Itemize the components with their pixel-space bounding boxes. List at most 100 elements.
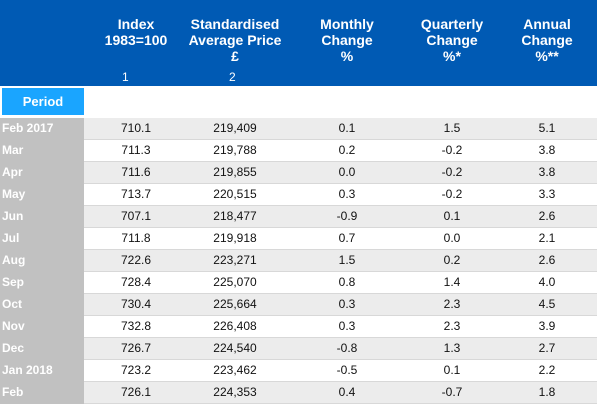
row-band (84, 338, 597, 360)
cell-annual-change: 2.7 (538, 341, 556, 355)
cell-index: 726.1 (120, 385, 152, 399)
header-quarterly-line1: Quarterly (420, 16, 484, 32)
cell-annual-change: 5.1 (538, 121, 556, 135)
cell-index: 722.6 (120, 253, 152, 267)
cell-price: 219,918 (213, 231, 257, 245)
cell-price: 225,664 (213, 297, 257, 311)
cell-annual-change: 2.6 (538, 209, 556, 223)
cell-period: May (0, 184, 84, 206)
cell-quarterly-change: 0.2 (443, 253, 461, 267)
cell-annual-change: 2.2 (538, 363, 556, 377)
table-row: Nov 732.8 226,408 0.3 2.3 3.9 (0, 316, 597, 338)
header-annual-line3: %** (535, 48, 559, 64)
cell-annual-change: 3.9 (538, 319, 556, 333)
cell-index: 713.7 (120, 187, 152, 201)
cell-index: 707.1 (120, 209, 152, 223)
row-band (84, 140, 597, 162)
table-body: Feb 2017 710.1 219,409 0.1 1.5 5.1 Mar 711.3 219… (0, 118, 597, 404)
header-annual-line1: Annual (523, 16, 571, 32)
cell-monthly-change: 0.3 (338, 187, 356, 201)
cell-price: 223,462 (213, 363, 257, 377)
cell-quarterly-change: 1.5 (443, 121, 461, 135)
cell-quarterly-change: -0.2 (441, 187, 463, 201)
header-monthly-line3: % (340, 48, 354, 64)
cell-monthly-change: 0.4 (338, 385, 356, 399)
cell-monthly-change: -0.5 (336, 363, 358, 377)
table-row: Feb 2017 710.1 219,409 0.1 1.5 5.1 (0, 118, 597, 140)
row-band (84, 118, 597, 140)
cell-monthly-change: -0.9 (336, 209, 358, 223)
cell-period: Feb (0, 382, 84, 404)
table-row: Feb 726.1 224,353 0.4 -0.7 1.8 (0, 382, 597, 404)
cell-quarterly-change: 0.0 (443, 231, 461, 245)
cell-annual-change: 4.5 (538, 297, 556, 311)
cell-annual-change: 2.1 (538, 231, 556, 245)
header-price-number: 2 (229, 70, 236, 84)
cell-price: 219,409 (213, 121, 257, 135)
header-price-line1: Standardised (190, 16, 280, 32)
cell-quarterly-change: 1.3 (443, 341, 461, 355)
cell-period: Jan 2018 (0, 360, 84, 382)
cell-period: Dec (0, 338, 84, 360)
cell-price: 218,477 (213, 209, 257, 223)
header-quarterly-line2: Change (426, 32, 478, 48)
header-index: Index 1983=100 1 (100, 16, 172, 84)
cell-price: 224,353 (213, 385, 257, 399)
cell-quarterly-change: 1.4 (443, 275, 461, 289)
table-row: Jan 2018 723.2 223,462 -0.5 0.1 2.2 (0, 360, 597, 382)
header-monthly-line2: Change (321, 32, 373, 48)
table-row: Jul 711.8 219,918 0.7 0.0 2.1 (0, 228, 597, 250)
cell-quarterly-change: 0.1 (443, 209, 461, 223)
cell-quarterly-change: -0.7 (441, 385, 463, 399)
row-band (84, 184, 597, 206)
table-row: Dec 726.7 224,540 -0.8 1.3 2.7 (0, 338, 597, 360)
cell-price: 219,788 (213, 143, 257, 157)
cell-period: Mar (0, 140, 84, 162)
cell-price: 225,070 (213, 275, 257, 289)
row-band (84, 162, 597, 184)
row-band (84, 206, 597, 228)
cell-period: Apr (0, 162, 84, 184)
cell-monthly-change: 1.5 (338, 253, 356, 267)
cell-price: 226,408 (213, 319, 257, 333)
cell-annual-change: 2.6 (538, 253, 556, 267)
cell-price: 224,540 (213, 341, 257, 355)
cell-index: 711.3 (121, 143, 151, 157)
table-row: May 713.7 220,515 0.3 -0.2 3.3 (0, 184, 597, 206)
header-quarterly-line3: %* (443, 48, 461, 64)
cell-period: Oct (0, 294, 84, 316)
row-band (84, 294, 597, 316)
cell-index: 711.8 (121, 231, 151, 245)
cell-period: Aug (0, 250, 84, 272)
cell-monthly-change: 0.3 (338, 319, 356, 333)
table-row: Apr 711.6 219,855 0.0 -0.2 3.8 (0, 162, 597, 184)
header-monthly: Monthly Change % (303, 16, 391, 64)
cell-index: 711.6 (121, 165, 151, 179)
cell-annual-change: 1.8 (538, 385, 556, 399)
table-row: Sep 728.4 225,070 0.8 1.4 4.0 (0, 272, 597, 294)
cell-index: 728.4 (120, 275, 152, 289)
cell-annual-change: 3.8 (538, 143, 556, 157)
cell-monthly-change: 0.7 (338, 231, 356, 245)
cell-period: Jul (0, 228, 84, 250)
header-index-line1: Index (117, 16, 155, 32)
cell-monthly-change: 0.8 (338, 275, 356, 289)
row-band (84, 360, 597, 382)
cell-quarterly-change: 2.3 (443, 319, 461, 333)
table-row: Mar 711.3 219,788 0.2 -0.2 3.8 (0, 140, 597, 162)
cell-period: Nov (0, 316, 84, 338)
cell-annual-change: 3.8 (538, 165, 556, 179)
table-header: Index 1983=100 1 Standardised Average Pr… (0, 0, 597, 86)
cell-price: 219,855 (213, 165, 257, 179)
row-band (84, 316, 597, 338)
cell-quarterly-change: -0.2 (441, 143, 463, 157)
header-index-number: 1 (122, 70, 129, 84)
cell-index: 710.1 (120, 121, 152, 135)
cell-index: 732.8 (120, 319, 152, 333)
cell-monthly-change: 0.1 (338, 121, 356, 135)
row-band (84, 272, 597, 294)
table-row: Oct 730.4 225,664 0.3 2.3 4.5 (0, 294, 597, 316)
cell-monthly-change: -0.8 (336, 341, 358, 355)
row-band (84, 382, 597, 404)
